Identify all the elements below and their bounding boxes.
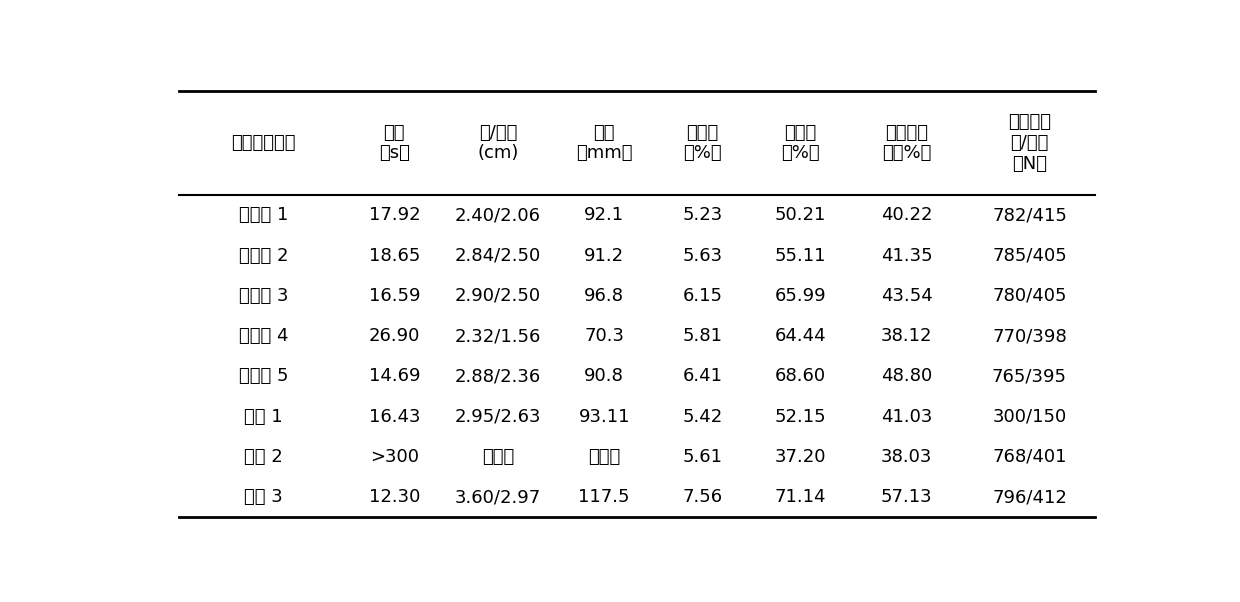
Text: 2.95/2.63: 2.95/2.63 — [455, 408, 541, 426]
Text: 实施例 3: 实施例 3 — [239, 287, 288, 305]
Text: 48.80: 48.80 — [882, 367, 932, 385]
Text: 3.60/2.97: 3.60/2.97 — [455, 488, 541, 506]
Text: 时间
（s）: 时间 （s） — [379, 123, 409, 163]
Text: 相对含水
率（%）: 相对含水 率（%） — [882, 123, 931, 163]
Text: 68.60: 68.60 — [775, 367, 826, 385]
Text: 780/405: 780/405 — [992, 287, 1066, 305]
Text: 12.30: 12.30 — [368, 488, 420, 506]
Text: 5.63: 5.63 — [682, 247, 723, 265]
Text: 90.8: 90.8 — [584, 367, 624, 385]
Text: 16.59: 16.59 — [368, 287, 420, 305]
Text: 52.15: 52.15 — [775, 408, 826, 426]
Text: 5.61: 5.61 — [682, 448, 723, 466]
Text: 782/415: 782/415 — [992, 206, 1066, 225]
Text: 不扩散: 不扩散 — [588, 448, 620, 466]
Text: >300: >300 — [370, 448, 419, 466]
Text: 41.03: 41.03 — [882, 408, 932, 426]
Text: 2.32/1.56: 2.32/1.56 — [455, 327, 541, 345]
Text: 70.3: 70.3 — [584, 327, 624, 345]
Text: 14.69: 14.69 — [368, 367, 420, 385]
Text: 经/纬向
(cm): 经/纬向 (cm) — [477, 123, 518, 163]
Text: 93.11: 93.11 — [579, 408, 630, 426]
Text: 不扩散: 不扩散 — [482, 448, 515, 466]
Text: 50.21: 50.21 — [775, 206, 826, 225]
Text: 实施例 1: 实施例 1 — [239, 206, 288, 225]
Text: 实施例 4: 实施例 4 — [239, 327, 288, 345]
Text: 37.20: 37.20 — [775, 448, 826, 466]
Text: 92.1: 92.1 — [584, 206, 624, 225]
Text: 43.54: 43.54 — [880, 287, 932, 305]
Text: 785/405: 785/405 — [992, 247, 1066, 265]
Text: 17.92: 17.92 — [368, 206, 420, 225]
Text: 38.12: 38.12 — [882, 327, 932, 345]
Text: 18.65: 18.65 — [368, 247, 420, 265]
Text: 57.13: 57.13 — [880, 488, 932, 506]
Text: 71.14: 71.14 — [775, 488, 826, 506]
Text: 回潮率
（%）: 回潮率 （%） — [683, 123, 722, 163]
Text: 40.22: 40.22 — [882, 206, 932, 225]
Text: 断裂强力
经/纬向
（N）: 断裂强力 经/纬向 （N） — [1008, 113, 1052, 173]
Text: 768/401: 768/401 — [992, 448, 1066, 466]
Text: 6.41: 6.41 — [682, 367, 723, 385]
Text: 对照 3: 对照 3 — [244, 488, 283, 506]
Text: 5.42: 5.42 — [682, 408, 723, 426]
Text: 2.40/2.06: 2.40/2.06 — [455, 206, 541, 225]
Text: 41.35: 41.35 — [880, 247, 932, 265]
Text: 300/150: 300/150 — [992, 408, 1066, 426]
Text: 64.44: 64.44 — [775, 327, 826, 345]
Text: 实施例 5: 实施例 5 — [239, 367, 288, 385]
Text: 毛效
（mm）: 毛效 （mm） — [577, 123, 632, 163]
Text: 96.8: 96.8 — [584, 287, 624, 305]
Text: 55.11: 55.11 — [775, 247, 826, 265]
Text: 26.90: 26.90 — [368, 327, 420, 345]
Text: 烷基氧基硅烷: 烷基氧基硅烷 — [232, 134, 296, 152]
Text: 65.99: 65.99 — [775, 287, 826, 305]
Text: 6.15: 6.15 — [682, 287, 723, 305]
Text: 5.81: 5.81 — [682, 327, 723, 345]
Text: 实施例 2: 实施例 2 — [239, 247, 288, 265]
Text: 2.84/2.50: 2.84/2.50 — [455, 247, 541, 265]
Text: 对照 2: 对照 2 — [244, 448, 283, 466]
Text: 796/412: 796/412 — [992, 488, 1066, 506]
Text: 91.2: 91.2 — [584, 247, 624, 265]
Text: 对照 1: 对照 1 — [244, 408, 283, 426]
Text: 7.56: 7.56 — [682, 488, 723, 506]
Text: 16.43: 16.43 — [368, 408, 420, 426]
Text: 2.90/2.50: 2.90/2.50 — [455, 287, 541, 305]
Text: 117.5: 117.5 — [579, 488, 630, 506]
Text: 2.88/2.36: 2.88/2.36 — [455, 367, 541, 385]
Text: 765/395: 765/395 — [992, 367, 1066, 385]
Text: 保水率
（%）: 保水率 （%） — [781, 123, 820, 163]
Text: 5.23: 5.23 — [682, 206, 723, 225]
Text: 770/398: 770/398 — [992, 327, 1066, 345]
Text: 38.03: 38.03 — [882, 448, 932, 466]
